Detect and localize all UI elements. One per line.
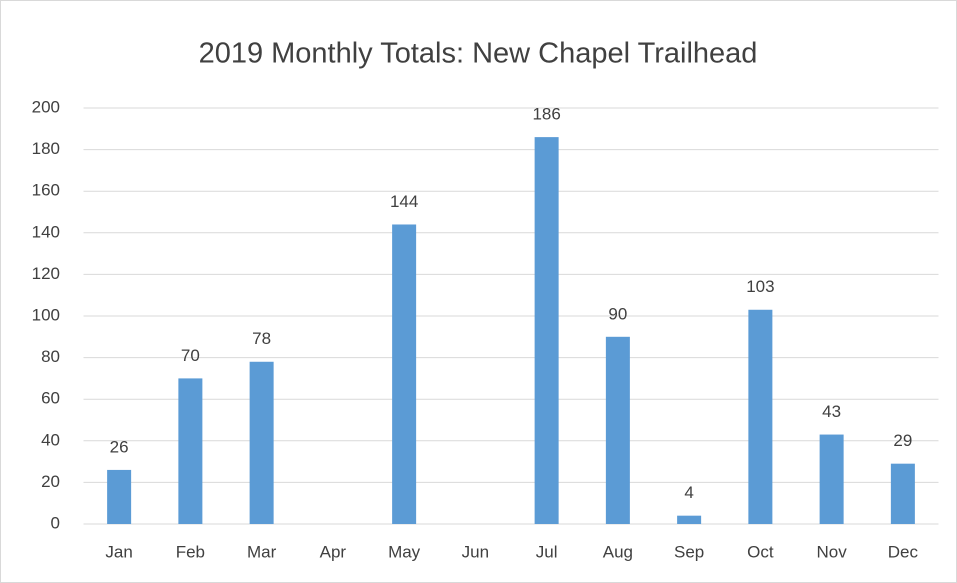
y-tick-label: 0: [51, 513, 60, 532]
bar: [392, 224, 417, 525]
bar: [249, 361, 274, 524]
data-label: 70: [181, 346, 200, 365]
y-tick-label: 200: [32, 97, 60, 116]
y-tick-label: 40: [41, 430, 60, 449]
data-label: 144: [390, 192, 418, 211]
x-tick-label: Oct: [747, 542, 774, 561]
bar: [677, 515, 702, 524]
x-tick-label: Apr: [320, 542, 347, 561]
y-tick-label: 120: [32, 264, 60, 283]
bar: [819, 434, 844, 524]
x-tick-label: Aug: [603, 542, 633, 561]
bar: [605, 336, 630, 524]
y-tick-label: 100: [32, 305, 60, 324]
x-tick-label: Jul: [536, 542, 558, 561]
y-tick-label: 80: [41, 347, 60, 366]
y-tick-label: 160: [32, 181, 60, 200]
y-tick-label: 20: [41, 472, 60, 491]
data-label: 4: [684, 483, 693, 502]
x-tick-label: May: [388, 542, 421, 561]
y-tick-label: 180: [32, 139, 60, 158]
chart-title: 2019 Monthly Totals: New Chapel Trailhea…: [199, 38, 758, 70]
bar: [107, 469, 132, 524]
x-tick-label: Nov: [817, 542, 848, 561]
x-tick-label: Feb: [176, 542, 205, 561]
data-label: 43: [822, 402, 841, 421]
data-label: 26: [110, 437, 129, 456]
bar: [534, 137, 559, 524]
data-label: 90: [608, 304, 627, 323]
x-tick-label: Sep: [674, 542, 704, 561]
x-tick-label: Dec: [888, 542, 919, 561]
x-tick-label: Jan: [105, 542, 132, 561]
y-tick-label: 60: [41, 389, 60, 408]
x-tick-label: Mar: [247, 542, 277, 561]
bar: [890, 463, 915, 524]
data-label: 29: [893, 431, 912, 450]
data-label: 78: [252, 329, 271, 348]
y-tick-label: 140: [32, 222, 60, 241]
data-label: 186: [532, 105, 560, 124]
bar: [178, 378, 203, 524]
bar: [748, 309, 773, 524]
data-label: 103: [746, 277, 774, 296]
x-tick-label: Jun: [462, 542, 489, 561]
